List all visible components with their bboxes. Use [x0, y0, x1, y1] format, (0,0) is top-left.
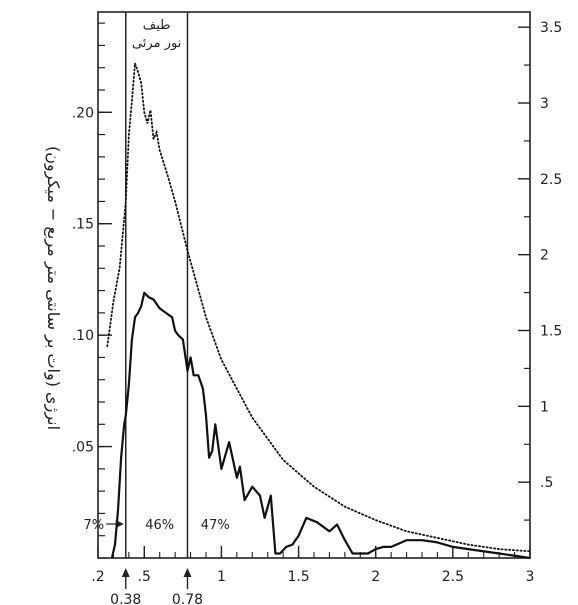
y-left-tick-label: .15 — [72, 217, 94, 233]
y-right-tick-label: 2.5 — [540, 172, 562, 188]
x-tick-label: 1 — [217, 569, 226, 585]
x-tick-label: .5 — [138, 569, 151, 585]
band-boundary-label: 0.78 — [172, 592, 203, 605]
band-percent-label: 46% — [145, 518, 174, 533]
y-right-tick-label: 3 — [540, 96, 549, 112]
band-percent-label: 47% — [201, 518, 230, 533]
visible-band-title: نور مرئی — [132, 36, 181, 51]
x-tick-label: 2.5 — [442, 569, 464, 585]
y-right-tick-label: 1 — [540, 399, 549, 415]
y-right-tick-label: 1.5 — [540, 324, 562, 340]
x-tick-label: 1.5 — [287, 569, 309, 585]
surface-spectrum-line — [110, 291, 531, 560]
band-boundary-arrowhead — [183, 568, 192, 577]
y-axis-label: انرژی (وات بر سانتی متر مربع − میکرون) — [43, 146, 63, 430]
band-percent-label: 7% — [84, 518, 105, 533]
y-left-tick-label: .05 — [72, 440, 94, 456]
y-left-tick-label: .10 — [72, 328, 94, 344]
visible-band-title: طیف — [143, 18, 171, 33]
y-right-tick-label: 3.5 — [540, 20, 562, 36]
extraterrestrial-spectrum-line — [106, 63, 531, 553]
band-boundary-arrowhead — [121, 568, 130, 577]
y-right-tick-label: 2 — [540, 248, 549, 264]
y-left-tick-label: .20 — [72, 105, 94, 121]
x-tick-label: 2 — [371, 569, 380, 585]
y-right-tick-label: .5 — [540, 475, 553, 491]
x-tick-label: .2 — [91, 569, 104, 585]
band-boundary-label: 0.38 — [110, 592, 141, 605]
plot-frame — [97, 11, 531, 559]
x-tick-label: 3 — [526, 569, 535, 585]
